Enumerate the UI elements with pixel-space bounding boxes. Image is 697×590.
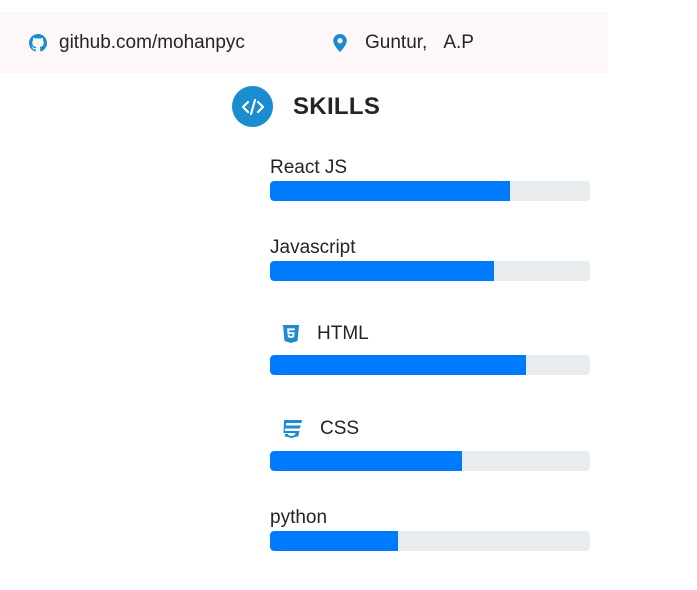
skill-progress-bar xyxy=(270,451,590,471)
skill-progress-bar xyxy=(270,531,590,551)
skill-label: HTML xyxy=(270,321,590,347)
skill-progress-bar xyxy=(270,355,590,375)
skill-label: React JS xyxy=(270,155,590,181)
skill-python: python xyxy=(270,505,590,531)
skill-name: React JS xyxy=(270,157,347,179)
skill-html: HTML xyxy=(270,321,590,347)
github-text: github.com/mohanpyc xyxy=(59,32,245,54)
location-state: A.P xyxy=(443,32,474,54)
skill-progress-fill xyxy=(270,261,494,281)
github-icon xyxy=(29,34,47,52)
css3-icon xyxy=(282,420,302,438)
code-icon xyxy=(232,86,273,127)
map-marker-icon xyxy=(333,34,347,52)
skill-label: CSS xyxy=(270,416,590,442)
skill-label: Javascript xyxy=(270,235,590,261)
skill-label: python xyxy=(270,505,590,531)
contact-bar: github.com/mohanpyc Guntur, A.P xyxy=(0,12,608,73)
location: Guntur, A.P xyxy=(333,12,474,73)
skill-css: CSS xyxy=(270,416,590,442)
github-link[interactable]: github.com/mohanpyc xyxy=(29,12,245,73)
skill-progress-bar xyxy=(270,261,590,281)
skill-progress-fill xyxy=(270,531,398,551)
skills-title: SKILLS xyxy=(293,93,380,121)
html5-icon xyxy=(283,325,299,343)
skill-progress-bar xyxy=(270,181,590,201)
skill-progress-fill xyxy=(270,451,462,471)
skill-name: Javascript xyxy=(270,237,356,259)
skill-name: HTML xyxy=(317,323,369,345)
skill-progress-fill xyxy=(270,181,510,201)
skill-javascript: Javascript xyxy=(270,235,590,261)
skill-progress-fill xyxy=(270,355,526,375)
location-city: Guntur, xyxy=(365,32,427,54)
skills-header: SKILLS xyxy=(232,86,380,127)
skill-name: CSS xyxy=(320,418,359,440)
skill-react-js: React JS xyxy=(270,155,590,181)
skill-name: python xyxy=(270,507,327,529)
